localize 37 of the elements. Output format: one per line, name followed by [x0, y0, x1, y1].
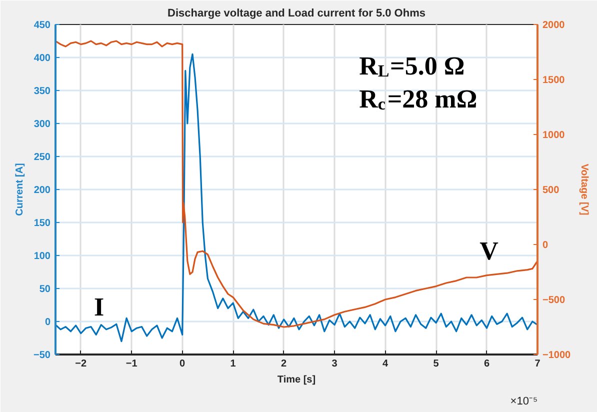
y2-tick-label: 1000 [542, 130, 566, 141]
y-tick-label: 50 [39, 284, 51, 295]
y-axis-title: Current [A] [14, 163, 26, 216]
y-tick-label: −50 [34, 350, 51, 361]
x-tick-label: 0 [180, 358, 186, 370]
y-tick-label: 300 [34, 119, 51, 130]
x-tick-label: 7 [534, 358, 541, 370]
y2-axis-title: Voltage [V] [578, 164, 590, 216]
chart-title: Discharge voltage and Load current for 5.0 Ohms [168, 8, 426, 20]
y-tick-label: 0 [44, 317, 51, 328]
y2-tick-label: −500 [542, 295, 566, 306]
x-tick-label: 2 [281, 358, 288, 370]
y-tick-label: 200 [34, 185, 51, 196]
y-tick-label: 250 [34, 152, 51, 163]
y-tick-label: 450 [34, 20, 51, 31]
x-tick-label: 6 [484, 358, 490, 370]
y2-tick-label: 0 [542, 240, 548, 251]
text: ×10⁻⁵ [510, 396, 538, 408]
y2-tick-label: −1000 [542, 350, 572, 361]
x-axis-title: Time [s] [277, 374, 316, 386]
y-tick-label: 150 [34, 218, 51, 229]
annotation: RL=5.0 Ω [359, 52, 465, 81]
y2-tick-label: 1500 [542, 75, 566, 86]
x-tick-label: 3 [332, 358, 338, 370]
y-tick-label: 400 [34, 53, 51, 64]
x-tick-label: 5 [433, 358, 440, 370]
y2-tick-label: 2000 [542, 20, 566, 31]
x-tick-label: 1 [230, 358, 236, 370]
annotation: V [480, 236, 499, 266]
x-tick-label: −2 [75, 358, 88, 370]
x-tick-label: 4 [382, 358, 389, 370]
annotation: I [94, 292, 104, 322]
y-tick-label: 350 [34, 86, 51, 97]
x-tick-label: −1 [126, 358, 138, 370]
annotation: Rc=28 mΩ [359, 84, 478, 114]
y2-tick-label: 500 [542, 185, 560, 196]
y-tick-label: 100 [34, 251, 51, 262]
